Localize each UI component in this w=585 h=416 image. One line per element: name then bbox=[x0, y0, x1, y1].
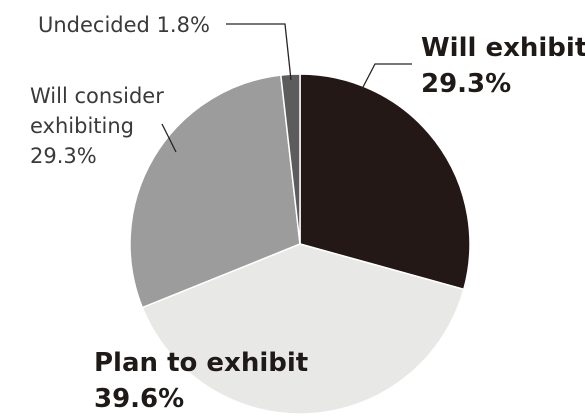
label-plan-to-exhibit: Plan to exhibit bbox=[94, 348, 308, 378]
label-will-consider-line1: Will consider bbox=[30, 84, 164, 108]
pie-slice-plan-to-exhibit bbox=[141, 243, 465, 415]
pie-slices bbox=[129, 73, 471, 415]
label-undecided: Undecided 1.8% bbox=[38, 13, 210, 37]
leader-line-will-exhibit bbox=[361, 63, 412, 90]
label-will-exhibit-value: 29.3% bbox=[421, 69, 511, 99]
label-will-consider-value: 29.3% bbox=[30, 144, 97, 168]
leader-line-undecided bbox=[226, 23, 292, 81]
pie-slice-will-consider-exhibiting bbox=[129, 74, 301, 309]
label-plan-to-exhibit-value: 39.6% bbox=[94, 384, 184, 414]
pie-slice-will-exhibit bbox=[299, 73, 471, 291]
label-will-consider-line2: exhibiting bbox=[30, 114, 134, 138]
label-will-exhibit: Will exhibit bbox=[421, 33, 585, 63]
leader-line-will-consider bbox=[161, 123, 177, 153]
